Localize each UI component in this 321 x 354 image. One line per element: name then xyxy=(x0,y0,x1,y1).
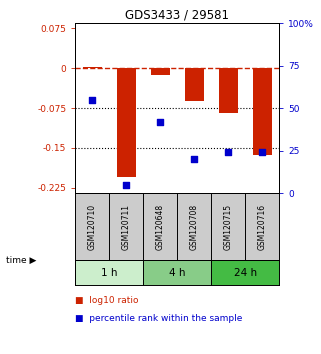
Point xyxy=(90,97,95,102)
Text: GSM120715: GSM120715 xyxy=(224,204,233,250)
Point xyxy=(260,149,265,155)
Bar xyxy=(143,260,211,285)
Text: 24 h: 24 h xyxy=(234,268,257,278)
Text: GSM120708: GSM120708 xyxy=(190,204,199,250)
Text: time ▶: time ▶ xyxy=(6,256,37,265)
Point xyxy=(192,156,197,162)
Bar xyxy=(185,68,204,101)
Text: GSM120710: GSM120710 xyxy=(88,204,97,250)
Bar xyxy=(117,68,136,177)
Text: GSM120711: GSM120711 xyxy=(122,204,131,250)
Point xyxy=(158,119,163,125)
Point xyxy=(124,182,129,188)
Text: GSM120648: GSM120648 xyxy=(156,204,165,250)
Bar xyxy=(253,68,272,155)
Text: ■  percentile rank within the sample: ■ percentile rank within the sample xyxy=(75,314,243,323)
Point xyxy=(226,149,231,155)
Text: 4 h: 4 h xyxy=(169,268,186,278)
Text: GSM120716: GSM120716 xyxy=(258,204,267,250)
Title: GDS3433 / 29581: GDS3433 / 29581 xyxy=(126,9,229,22)
Bar xyxy=(83,67,102,68)
Bar xyxy=(219,68,238,113)
Bar xyxy=(211,260,279,285)
Text: 1 h: 1 h xyxy=(101,268,118,278)
Text: ■  log10 ratio: ■ log10 ratio xyxy=(75,296,139,306)
Bar xyxy=(151,68,170,75)
Bar xyxy=(75,260,143,285)
